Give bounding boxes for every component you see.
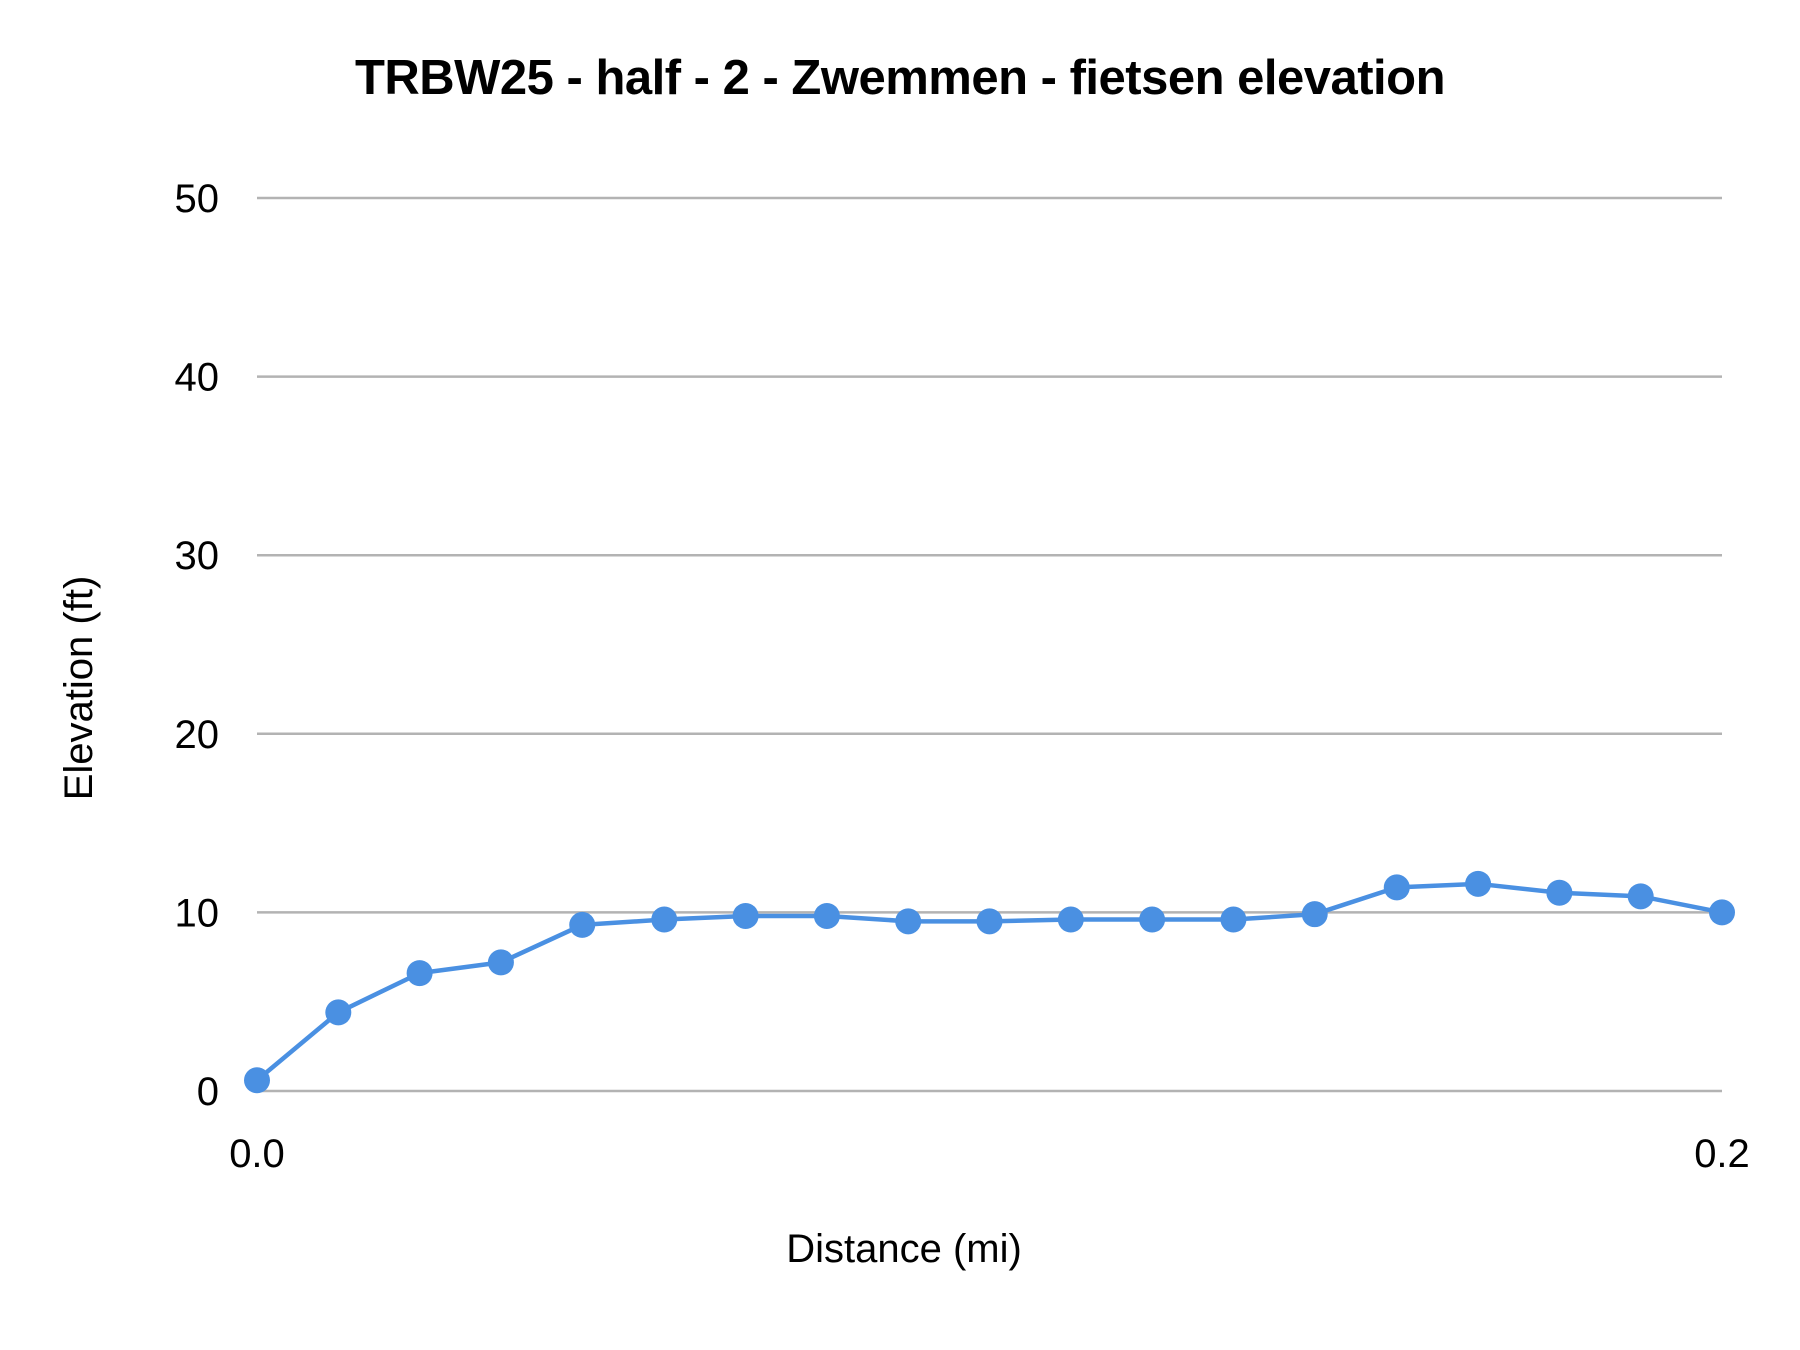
- y-tick-label: 0: [197, 1070, 219, 1114]
- data-point-marker: [732, 902, 759, 929]
- x-axis-tick-labels: 0.0 0.2: [229, 1132, 1750, 1176]
- data-point-marker: [1546, 879, 1573, 906]
- x-tick-label: 0.2: [1694, 1132, 1750, 1176]
- y-tick-label: 50: [175, 177, 220, 221]
- data-point-marker: [487, 949, 514, 976]
- y-axis-tick-labels: 0 10 20 30 40 50: [175, 177, 220, 1114]
- elevation-series: [244, 870, 1735, 1094]
- data-point-marker: [1301, 901, 1328, 928]
- gridlines: [257, 196, 1722, 1093]
- y-axis-title: Elevation (ft): [57, 576, 101, 801]
- data-point-marker: [813, 902, 840, 929]
- data-point-marker: [1139, 906, 1166, 933]
- data-point-marker: [1465, 870, 1492, 897]
- data-point-marker: [1220, 906, 1247, 933]
- y-tick-label: 40: [175, 356, 220, 400]
- y-tick-label: 10: [175, 891, 220, 935]
- data-point-marker: [1709, 899, 1735, 926]
- data-point-marker: [976, 908, 1003, 935]
- data-point-marker: [569, 911, 596, 938]
- data-point-marker: [1057, 906, 1084, 933]
- data-point-marker: [1383, 874, 1410, 901]
- y-tick-label: 30: [175, 534, 220, 578]
- data-point-marker: [1627, 883, 1654, 910]
- data-point-marker: [325, 999, 352, 1026]
- x-tick-label: 0.0: [229, 1132, 285, 1176]
- y-tick-label: 20: [175, 713, 220, 757]
- data-point-marker: [244, 1067, 270, 1094]
- data-point-marker: [895, 908, 922, 935]
- data-point-marker: [651, 906, 678, 933]
- chart-title: TRBW25 - half - 2 - Zwemmen - fietsen el…: [354, 51, 1446, 105]
- data-point-marker: [406, 960, 433, 987]
- x-axis-title: Distance (mi): [786, 1227, 1022, 1271]
